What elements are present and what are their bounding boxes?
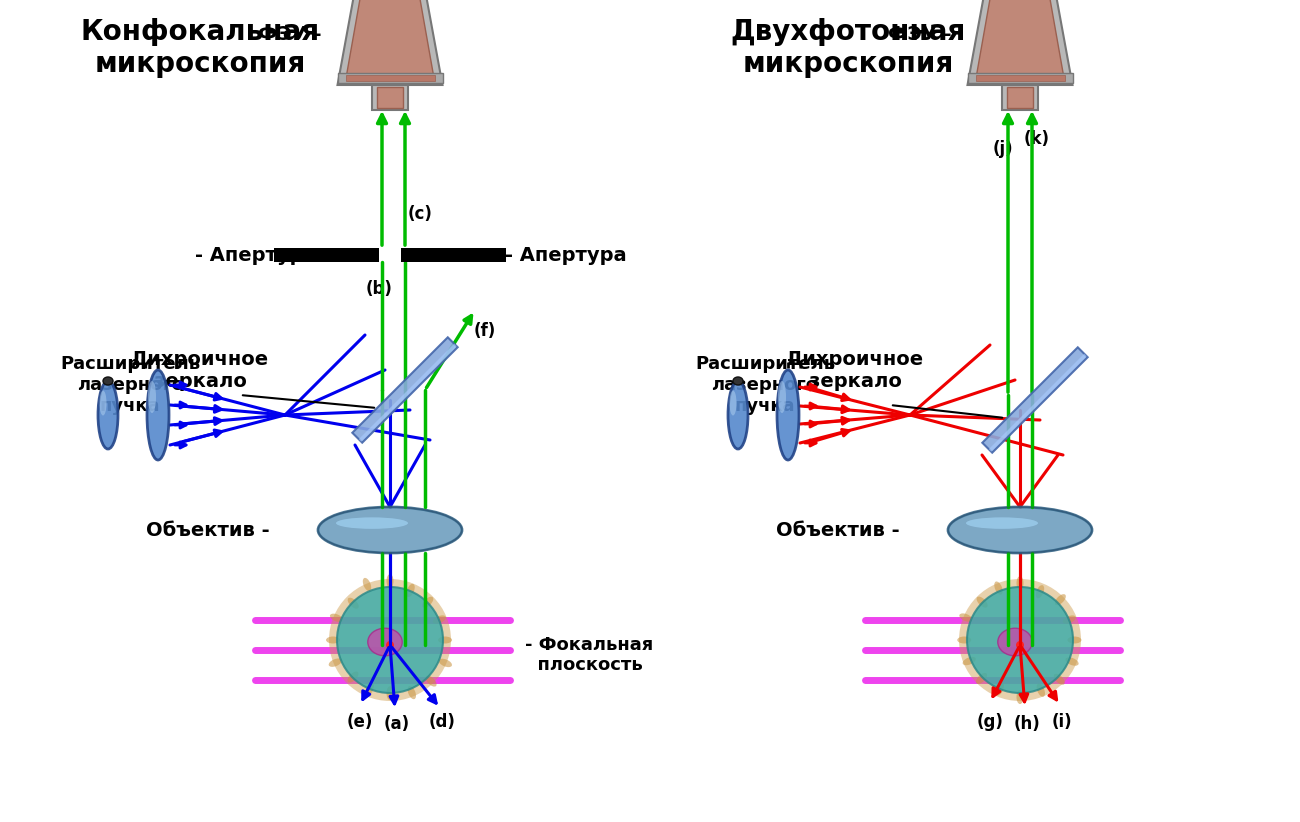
Text: ФЭУ -: ФЭУ - — [888, 25, 952, 44]
Text: Дихроичное
зеркало: Дихроичное зеркало — [131, 349, 269, 390]
Text: - Фокальная
  плоскость: - Фокальная плоскость — [525, 635, 653, 674]
Bar — [400, 248, 506, 262]
Polygon shape — [338, 0, 442, 85]
Ellipse shape — [777, 370, 800, 460]
Text: Объектив -: Объектив - — [776, 520, 900, 539]
Ellipse shape — [326, 636, 341, 644]
Ellipse shape — [386, 574, 394, 588]
Ellipse shape — [335, 517, 408, 529]
Polygon shape — [352, 337, 458, 443]
Polygon shape — [359, 344, 456, 441]
Bar — [975, 75, 1065, 81]
Ellipse shape — [425, 676, 437, 686]
Circle shape — [329, 579, 451, 701]
Bar — [1008, 87, 1034, 108]
Circle shape — [337, 587, 443, 693]
Ellipse shape — [98, 381, 118, 449]
Ellipse shape — [100, 390, 107, 415]
Ellipse shape — [962, 657, 976, 665]
Ellipse shape — [422, 597, 433, 607]
Ellipse shape — [438, 636, 452, 644]
Ellipse shape — [1067, 636, 1082, 644]
Text: (k): (k) — [1024, 130, 1050, 148]
Bar — [1002, 85, 1037, 110]
Text: (f): (f) — [474, 322, 497, 340]
Circle shape — [386, 641, 394, 649]
Ellipse shape — [996, 682, 1004, 695]
Ellipse shape — [729, 390, 737, 415]
Ellipse shape — [1036, 684, 1045, 697]
Text: (d): (d) — [429, 713, 455, 731]
Polygon shape — [983, 348, 1088, 453]
Bar — [377, 87, 403, 108]
Text: - Апертура: - Апертура — [504, 246, 627, 265]
Ellipse shape — [957, 636, 971, 644]
Text: (h): (h) — [1014, 715, 1040, 733]
Ellipse shape — [976, 597, 988, 607]
Text: (g): (g) — [976, 713, 1004, 731]
Polygon shape — [346, 0, 434, 81]
Text: Расширитель
лазерного
пучка: Расширитель лазерного пучка — [696, 355, 835, 414]
Ellipse shape — [330, 614, 343, 622]
Text: Расширитель
лазерного
пучка: Расширитель лазерного пучка — [60, 355, 200, 414]
Text: ФЭУ -: ФЭУ - — [259, 25, 322, 44]
Ellipse shape — [959, 613, 972, 621]
Ellipse shape — [147, 370, 169, 460]
Ellipse shape — [439, 658, 452, 667]
Ellipse shape — [1054, 594, 1066, 605]
Bar — [346, 75, 434, 81]
Text: Дихроичное
зеркало: Дихроичное зеркало — [786, 349, 924, 390]
Ellipse shape — [103, 377, 113, 385]
Ellipse shape — [407, 584, 415, 597]
Circle shape — [967, 587, 1072, 693]
Text: (i): (i) — [1052, 713, 1072, 731]
Ellipse shape — [329, 658, 342, 667]
Polygon shape — [989, 353, 1087, 452]
Ellipse shape — [994, 581, 1002, 594]
Text: (j): (j) — [993, 140, 1013, 158]
Polygon shape — [967, 0, 1072, 85]
Ellipse shape — [948, 507, 1092, 553]
Ellipse shape — [728, 381, 748, 449]
Polygon shape — [975, 0, 1065, 81]
Text: Конфокальная
микроскопия: Конфокальная микроскопия — [81, 18, 320, 78]
Ellipse shape — [386, 686, 394, 700]
Text: (a): (a) — [384, 715, 410, 733]
Text: (b): (b) — [365, 280, 393, 298]
Ellipse shape — [148, 381, 156, 413]
Ellipse shape — [1017, 690, 1023, 704]
Ellipse shape — [433, 616, 446, 624]
Ellipse shape — [408, 686, 416, 700]
Ellipse shape — [1054, 674, 1065, 685]
Ellipse shape — [998, 628, 1032, 656]
Ellipse shape — [777, 381, 786, 413]
Circle shape — [959, 579, 1082, 701]
Ellipse shape — [347, 598, 359, 609]
Ellipse shape — [318, 507, 462, 553]
Ellipse shape — [363, 578, 372, 591]
Bar — [338, 73, 442, 83]
Text: (c): (c) — [408, 205, 433, 223]
Ellipse shape — [365, 682, 374, 695]
Text: - Апертура: - Апертура — [195, 246, 317, 265]
Bar — [372, 85, 408, 110]
Ellipse shape — [1036, 585, 1044, 598]
Ellipse shape — [347, 672, 359, 682]
Ellipse shape — [976, 673, 987, 684]
Ellipse shape — [1062, 616, 1076, 624]
Ellipse shape — [1066, 658, 1079, 666]
Text: (e): (e) — [347, 713, 373, 731]
Bar — [967, 73, 1072, 83]
Ellipse shape — [733, 377, 744, 385]
Text: Двухфотонная
микроскопия: Двухфотонная микроскопия — [731, 18, 966, 78]
Ellipse shape — [966, 517, 1037, 529]
Bar — [274, 248, 380, 262]
Text: Объектив -: Объектив - — [147, 520, 270, 539]
Ellipse shape — [1017, 576, 1023, 590]
Ellipse shape — [368, 628, 402, 656]
Circle shape — [1017, 641, 1024, 649]
